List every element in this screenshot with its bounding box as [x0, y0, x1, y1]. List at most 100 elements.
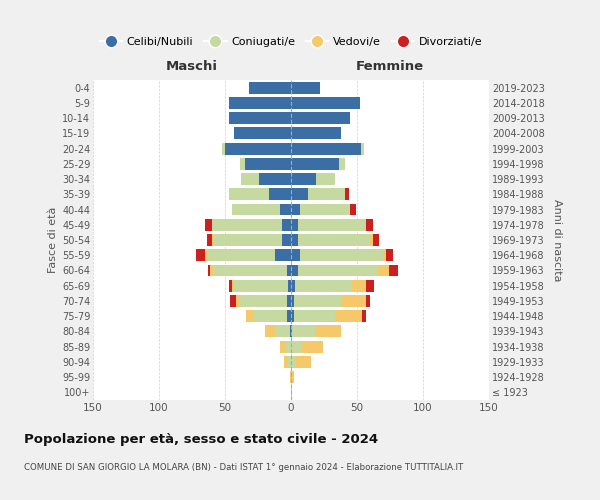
Bar: [295, 280, 352, 291]
Legend: Celibi/Nubili, Coniugati/e, Vedovi/e, Divorziati/e: Celibi/Nubili, Coniugati/e, Vedovi/e, Di…: [95, 33, 487, 52]
Bar: [291, 264, 298, 276]
Bar: [389, 264, 398, 276]
Bar: [282, 234, 291, 246]
Bar: [308, 188, 345, 200]
Text: Maschi: Maschi: [166, 60, 218, 72]
Bar: [225, 142, 291, 154]
Bar: [335, 310, 362, 322]
Bar: [241, 173, 259, 185]
Bar: [291, 326, 292, 338]
Bar: [383, 250, 386, 261]
Bar: [239, 158, 245, 170]
Bar: [291, 280, 295, 291]
Bar: [350, 204, 356, 216]
Bar: [345, 188, 349, 200]
Bar: [280, 204, 291, 216]
Bar: [229, 112, 291, 124]
Bar: [236, 295, 239, 307]
Bar: [269, 188, 291, 200]
Bar: [291, 386, 292, 398]
Bar: [206, 234, 212, 246]
Bar: [287, 310, 291, 322]
Bar: [229, 188, 269, 200]
Bar: [275, 326, 290, 338]
Bar: [352, 280, 366, 291]
Bar: [291, 188, 308, 200]
Bar: [291, 234, 298, 246]
Bar: [291, 173, 316, 185]
Bar: [230, 295, 236, 307]
Y-axis label: Anni di nascita: Anni di nascita: [551, 198, 562, 281]
Bar: [291, 250, 300, 261]
Bar: [259, 173, 291, 185]
Bar: [291, 310, 293, 322]
Bar: [293, 310, 335, 322]
Bar: [291, 128, 341, 140]
Bar: [196, 250, 205, 261]
Bar: [298, 234, 370, 246]
Bar: [286, 340, 291, 352]
Bar: [232, 204, 280, 216]
Bar: [378, 264, 389, 276]
Bar: [302, 340, 323, 352]
Bar: [316, 173, 335, 185]
Bar: [365, 219, 366, 230]
Bar: [249, 82, 291, 94]
Bar: [208, 264, 211, 276]
Bar: [300, 250, 383, 261]
Bar: [212, 234, 213, 246]
Bar: [296, 356, 311, 368]
Bar: [291, 371, 293, 383]
Bar: [291, 82, 320, 94]
Text: COMUNE DI SAN GIORGIO LA MOLARA (BN) - Dati ISTAT 1° gennaio 2024 - Elaborazione: COMUNE DI SAN GIORGIO LA MOLARA (BN) - D…: [24, 462, 463, 471]
Bar: [229, 280, 232, 291]
Bar: [213, 264, 287, 276]
Bar: [366, 219, 373, 230]
Bar: [291, 112, 350, 124]
Bar: [291, 219, 298, 230]
Bar: [290, 326, 291, 338]
Bar: [275, 250, 291, 261]
Bar: [291, 142, 361, 154]
Bar: [205, 250, 206, 261]
Text: Popolazione per età, sesso e stato civile - 2024: Popolazione per età, sesso e stato civil…: [24, 432, 378, 446]
Bar: [315, 326, 341, 338]
Bar: [239, 295, 287, 307]
Bar: [298, 219, 365, 230]
Bar: [205, 219, 212, 230]
Bar: [291, 204, 300, 216]
Bar: [289, 356, 291, 368]
Text: Femmine: Femmine: [356, 60, 424, 72]
Bar: [280, 340, 286, 352]
Bar: [234, 128, 291, 140]
Bar: [265, 326, 275, 338]
Bar: [291, 97, 359, 109]
Bar: [366, 295, 370, 307]
Bar: [211, 264, 213, 276]
Bar: [287, 295, 291, 307]
Bar: [234, 280, 289, 291]
Bar: [246, 310, 254, 322]
Bar: [362, 310, 366, 322]
Bar: [373, 234, 379, 246]
Bar: [292, 326, 315, 338]
Bar: [282, 219, 291, 230]
Bar: [245, 158, 291, 170]
Bar: [223, 142, 225, 154]
Bar: [300, 204, 350, 216]
Bar: [366, 280, 374, 291]
Bar: [370, 234, 373, 246]
Bar: [291, 356, 296, 368]
Bar: [284, 356, 289, 368]
Bar: [206, 250, 275, 261]
Bar: [254, 310, 287, 322]
Bar: [229, 97, 291, 109]
Bar: [338, 158, 345, 170]
Bar: [213, 234, 282, 246]
Bar: [289, 280, 291, 291]
Bar: [290, 371, 291, 383]
Bar: [343, 295, 366, 307]
Bar: [287, 264, 291, 276]
Bar: [212, 219, 282, 230]
Bar: [298, 264, 378, 276]
